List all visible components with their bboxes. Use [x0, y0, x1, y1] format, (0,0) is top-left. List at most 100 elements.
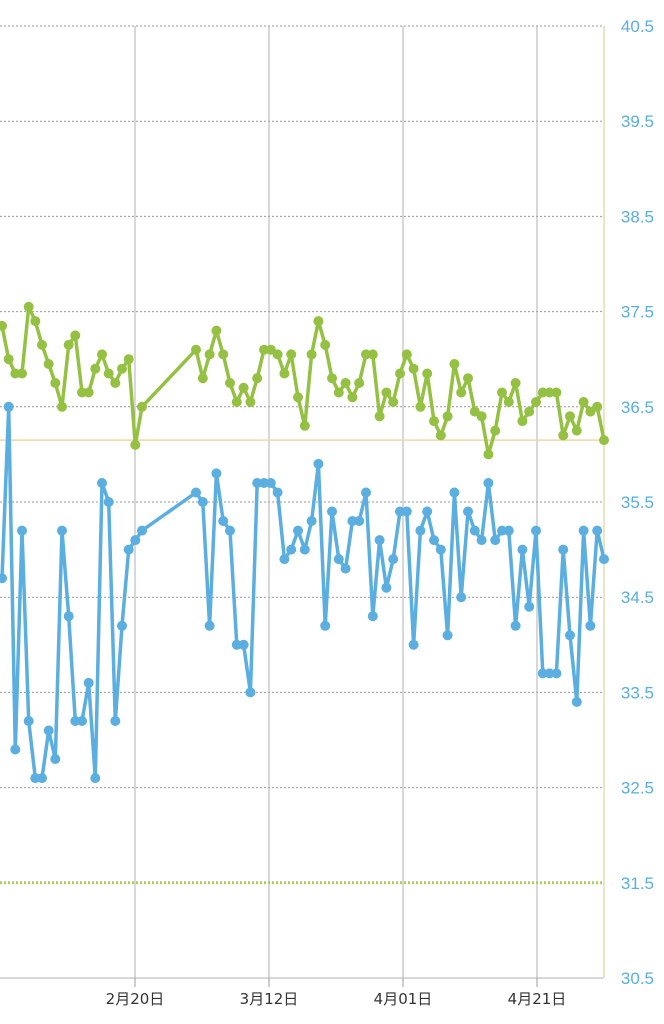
data-point [123, 354, 134, 365]
y-tick-label: 32.5 [621, 779, 654, 798]
data-point [57, 401, 67, 412]
data-point [558, 544, 569, 555]
data-point [197, 497, 208, 507]
x-axis-tick-labels: 2月20日 3月12日 4月01日 4月21日 [106, 990, 567, 1008]
x-tick-label: 2月20日 [106, 990, 165, 1008]
data-point [204, 349, 215, 360]
y-tick-label: 37.5 [621, 303, 654, 322]
data-point [279, 368, 290, 379]
data-point [367, 349, 378, 360]
data-point [483, 478, 494, 488]
data-point [293, 392, 303, 403]
data-point [565, 630, 575, 641]
data-point [449, 359, 460, 369]
data-point [327, 373, 337, 384]
data-point [551, 668, 562, 679]
data-point [592, 525, 603, 536]
data-point [252, 373, 263, 384]
data-point [333, 554, 344, 565]
data-point [63, 611, 74, 622]
data-point [63, 339, 74, 350]
x-tick-label: 4月21日 [508, 990, 567, 1008]
data-point [130, 535, 141, 546]
x-tick-label: 3月12日 [240, 990, 299, 1008]
data-point [558, 430, 569, 441]
data-point [490, 535, 501, 546]
x-tick-label: 4月01日 [374, 990, 433, 1008]
data-point [43, 359, 54, 369]
data-point [551, 387, 562, 398]
data-point [367, 611, 378, 622]
data-point [123, 544, 134, 555]
data-point [110, 378, 121, 388]
data-point [57, 525, 67, 536]
data-point [97, 478, 107, 488]
y-tick-label: 40.5 [621, 17, 654, 36]
data-point [30, 316, 41, 327]
data-point [211, 325, 222, 336]
data-point [408, 639, 419, 650]
data-point [225, 378, 235, 388]
data-point [117, 620, 127, 631]
data-point [117, 363, 127, 374]
data-point [327, 506, 337, 517]
data-point [456, 592, 467, 603]
data-point [130, 439, 141, 450]
data-point [340, 378, 351, 388]
data-point [286, 544, 297, 555]
y-tick-label: 30.5 [621, 969, 654, 988]
data-point [599, 554, 609, 565]
data-point [211, 468, 222, 479]
y-axis-tick-labels: 40.5 39.5 38.5 37.5 36.5 35.5 34.5 33.5 32.5 31.5… [621, 17, 654, 988]
data-point [381, 387, 392, 398]
data-point [401, 506, 412, 517]
data-point [137, 525, 147, 536]
data-point [578, 525, 589, 536]
data-point [395, 368, 405, 379]
data-point [279, 554, 290, 565]
data-point [510, 378, 521, 388]
data-point [23, 301, 34, 312]
data-point [429, 535, 439, 546]
data-point [483, 449, 494, 460]
data-point [97, 349, 107, 360]
data-point [415, 525, 426, 536]
data-point [442, 630, 453, 641]
data-point [429, 416, 439, 427]
data-point [43, 725, 54, 736]
data-point [408, 363, 419, 374]
data-point [218, 516, 229, 526]
data-point [37, 773, 47, 784]
data-point [456, 387, 467, 398]
data-point [90, 773, 101, 784]
data-point [585, 620, 596, 631]
data-point [299, 420, 310, 431]
data-point [245, 687, 256, 698]
data-point [442, 411, 453, 422]
data-point [218, 349, 229, 360]
data-point [110, 716, 121, 726]
data-point [90, 363, 101, 374]
y-tick-label: 39.5 [621, 112, 654, 131]
vertical-gridlines [134, 26, 538, 987]
data-point [503, 397, 514, 407]
data-point [320, 339, 331, 350]
data-point [306, 516, 317, 526]
data-point [299, 544, 310, 555]
data-point [578, 397, 589, 407]
y-tick-label: 38.5 [621, 207, 654, 226]
data-point [592, 401, 603, 412]
data-point [435, 430, 446, 441]
data-point [17, 525, 27, 536]
data-point [476, 411, 487, 422]
data-point [77, 716, 87, 726]
data-point [463, 506, 473, 517]
data-point [435, 544, 446, 555]
y-tick-label: 34.5 [621, 588, 654, 607]
data-point [313, 316, 324, 327]
data-point [388, 397, 399, 407]
y-tick-label: 33.5 [621, 683, 654, 702]
data-point [83, 387, 94, 398]
data-point [531, 397, 541, 407]
